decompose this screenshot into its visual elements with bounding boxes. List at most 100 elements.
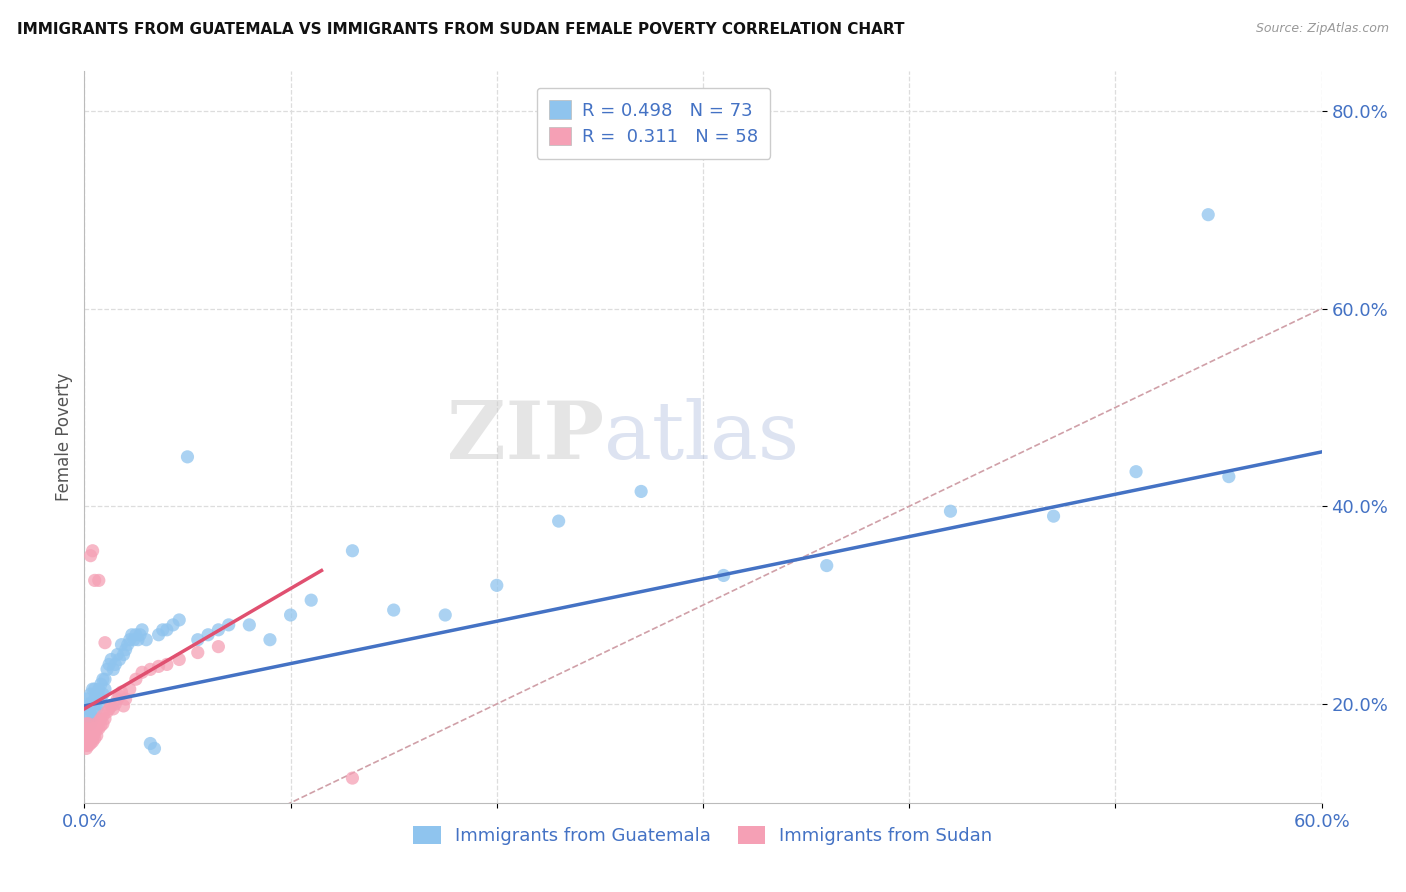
Point bbox=[104, 697, 127, 711]
Point bbox=[82, 726, 104, 740]
Point bbox=[94, 712, 117, 726]
Point bbox=[815, 558, 838, 573]
Point bbox=[207, 640, 229, 654]
Point bbox=[98, 702, 121, 716]
Point bbox=[77, 739, 100, 753]
Point bbox=[167, 652, 190, 666]
Point bbox=[91, 708, 114, 723]
Point bbox=[547, 514, 569, 528]
Point bbox=[90, 719, 112, 733]
Point bbox=[143, 741, 166, 756]
Text: ZIP: ZIP bbox=[447, 398, 605, 476]
Point bbox=[91, 687, 114, 701]
Point bbox=[1218, 469, 1240, 483]
Point bbox=[86, 687, 108, 701]
Point bbox=[79, 724, 101, 739]
Point bbox=[79, 729, 101, 743]
Point bbox=[112, 648, 135, 662]
Point bbox=[79, 697, 101, 711]
Point bbox=[299, 593, 322, 607]
Y-axis label: Female Poverty: Female Poverty bbox=[55, 373, 73, 501]
Legend: Immigrants from Guatemala, Immigrants from Sudan: Immigrants from Guatemala, Immigrants fr… bbox=[406, 819, 1000, 852]
Point bbox=[82, 697, 104, 711]
Point bbox=[127, 632, 149, 647]
Point bbox=[121, 628, 143, 642]
Point bbox=[91, 672, 114, 686]
Point bbox=[100, 652, 122, 666]
Point bbox=[87, 697, 110, 711]
Point bbox=[382, 603, 405, 617]
Point bbox=[75, 739, 97, 753]
Point bbox=[83, 682, 105, 697]
Point bbox=[83, 574, 105, 588]
Point bbox=[939, 504, 962, 518]
Point bbox=[105, 648, 128, 662]
Point bbox=[75, 731, 97, 746]
Point bbox=[77, 726, 100, 740]
Point bbox=[82, 712, 104, 726]
Point bbox=[79, 737, 101, 751]
Point bbox=[103, 702, 125, 716]
Point bbox=[90, 712, 112, 726]
Point bbox=[94, 635, 117, 649]
Point bbox=[1197, 208, 1219, 222]
Point bbox=[148, 659, 170, 673]
Point bbox=[82, 543, 104, 558]
Point bbox=[713, 568, 735, 582]
Point bbox=[79, 716, 101, 731]
Point bbox=[1042, 509, 1064, 524]
Point bbox=[83, 726, 105, 740]
Point bbox=[75, 702, 97, 716]
Point bbox=[108, 652, 131, 666]
Point bbox=[98, 657, 121, 672]
Point bbox=[103, 662, 125, 676]
Text: IMMIGRANTS FROM GUATEMALA VS IMMIGRANTS FROM SUDAN FEMALE POVERTY CORRELATION CH: IMMIGRANTS FROM GUATEMALA VS IMMIGRANTS … bbox=[17, 22, 904, 37]
Point bbox=[131, 665, 153, 680]
Point bbox=[86, 716, 108, 731]
Point bbox=[280, 607, 302, 622]
Point bbox=[197, 628, 219, 642]
Point bbox=[83, 731, 105, 746]
Point bbox=[86, 702, 108, 716]
Point bbox=[110, 685, 132, 699]
Point bbox=[86, 729, 108, 743]
Point bbox=[434, 607, 457, 622]
Point bbox=[77, 716, 100, 731]
Point bbox=[94, 672, 117, 686]
Point bbox=[117, 638, 139, 652]
Point bbox=[75, 716, 97, 731]
Point bbox=[122, 632, 145, 647]
Point bbox=[630, 484, 652, 499]
Point bbox=[90, 677, 112, 691]
Point bbox=[79, 549, 101, 563]
Point bbox=[75, 726, 97, 740]
Point bbox=[105, 692, 128, 706]
Point bbox=[118, 632, 141, 647]
Point bbox=[83, 702, 105, 716]
Point bbox=[82, 682, 104, 697]
Text: atlas: atlas bbox=[605, 398, 799, 476]
Point bbox=[167, 613, 190, 627]
Point bbox=[83, 722, 105, 736]
Point bbox=[77, 734, 100, 748]
Point bbox=[342, 771, 364, 785]
Point bbox=[125, 628, 148, 642]
Point bbox=[79, 706, 101, 721]
Point bbox=[176, 450, 198, 464]
Point bbox=[187, 632, 209, 647]
Point bbox=[112, 698, 135, 713]
Point bbox=[139, 662, 162, 676]
Point bbox=[75, 734, 97, 748]
Point bbox=[79, 687, 101, 701]
Point bbox=[156, 623, 179, 637]
Point bbox=[152, 623, 174, 637]
Point bbox=[156, 657, 179, 672]
Point bbox=[1125, 465, 1147, 479]
Point bbox=[207, 623, 229, 637]
Point bbox=[148, 628, 170, 642]
Point bbox=[139, 737, 162, 751]
Point bbox=[135, 632, 157, 647]
Point bbox=[118, 682, 141, 697]
Point bbox=[485, 578, 508, 592]
Point bbox=[86, 722, 108, 736]
